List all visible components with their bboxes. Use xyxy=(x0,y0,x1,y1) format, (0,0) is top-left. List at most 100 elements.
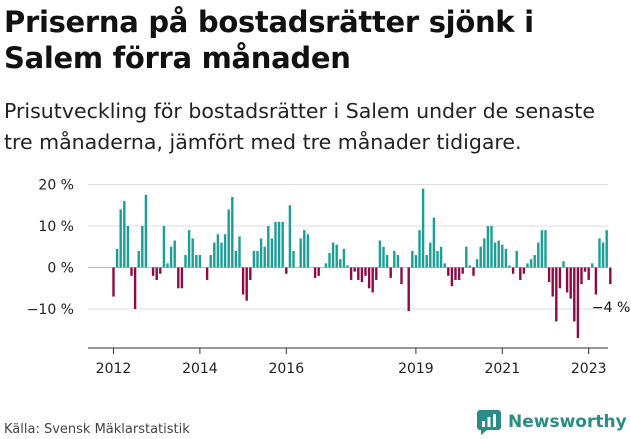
bar xyxy=(429,242,432,268)
bar xyxy=(205,267,209,280)
bar xyxy=(382,246,385,268)
bar xyxy=(331,242,335,268)
x-tick-label: 2021 xyxy=(484,361,520,377)
bar xyxy=(256,250,259,268)
bar xyxy=(504,248,508,268)
bar xyxy=(483,238,486,268)
bar xyxy=(364,267,367,276)
bar xyxy=(198,255,202,268)
bar xyxy=(418,230,421,268)
bar xyxy=(123,201,126,268)
bar xyxy=(598,238,601,268)
bar xyxy=(540,230,544,268)
bar xyxy=(609,267,612,285)
bar xyxy=(346,265,349,268)
bar xyxy=(558,267,562,289)
y-tick-label: −10 % xyxy=(27,302,74,318)
bar xyxy=(231,196,234,268)
bar xyxy=(450,267,454,287)
chart-subtitle: Prisutveckling för bostadsrätter i Salem… xyxy=(4,99,595,154)
bar xyxy=(119,209,122,268)
bar xyxy=(378,240,382,268)
bar xyxy=(281,221,284,268)
bar xyxy=(151,267,155,276)
x-tick-label: 2019 xyxy=(398,361,434,377)
bar xyxy=(317,267,320,276)
bar xyxy=(349,267,353,280)
y-tick-label: 0 % xyxy=(47,261,74,277)
bar xyxy=(288,205,292,268)
bar xyxy=(245,267,248,301)
bar xyxy=(457,267,461,280)
bar xyxy=(389,267,392,278)
x-tick-label: 2014 xyxy=(182,361,218,377)
bar xyxy=(565,267,569,293)
bar xyxy=(529,259,533,268)
bar xyxy=(195,255,198,268)
bar xyxy=(357,267,360,280)
bar xyxy=(187,230,191,268)
bar xyxy=(353,267,356,272)
bar xyxy=(562,261,565,268)
bar xyxy=(137,250,140,268)
y-tick-label: 20 % xyxy=(38,178,74,194)
bar xyxy=(580,267,583,285)
bar xyxy=(551,267,554,297)
bar xyxy=(227,209,230,268)
bar xyxy=(216,234,220,268)
last-value-label: −4 % xyxy=(592,300,630,316)
bar xyxy=(472,267,475,276)
bar xyxy=(126,226,130,268)
bar xyxy=(569,267,572,299)
brand-logo[interactable]: Newsworthy xyxy=(476,408,627,436)
bar xyxy=(342,248,346,268)
bar xyxy=(238,236,241,268)
bar-chart: 20 % 10 % 0 % −10 % 2012 2014 2016 2019 2021 2023… xyxy=(27,178,631,378)
bar xyxy=(594,267,598,295)
bar xyxy=(115,248,119,268)
bar xyxy=(220,242,223,268)
bar xyxy=(490,226,493,268)
bar xyxy=(497,240,500,268)
bar xyxy=(249,267,252,280)
bar xyxy=(522,267,526,274)
bar xyxy=(511,267,515,274)
bar xyxy=(184,255,187,268)
x-tick-label: 2023 xyxy=(571,361,607,377)
bar xyxy=(169,246,173,268)
bar xyxy=(447,267,450,276)
x-tick-label: 2012 xyxy=(96,361,132,377)
bar xyxy=(155,267,158,280)
bar xyxy=(299,238,302,268)
bar xyxy=(180,267,184,289)
bar xyxy=(223,234,227,268)
bar xyxy=(454,267,457,280)
chart-title: Priserna på bostadsrätter sjönk i Salem … xyxy=(4,5,534,75)
bar xyxy=(263,246,266,268)
bar xyxy=(234,250,238,268)
bar xyxy=(533,255,536,268)
bar xyxy=(267,226,270,268)
bar xyxy=(587,267,590,280)
bar xyxy=(144,194,148,268)
y-tick-label: 10 % xyxy=(38,219,74,235)
bar xyxy=(277,221,281,268)
bar xyxy=(274,221,277,268)
bar xyxy=(479,246,482,268)
bar xyxy=(252,250,256,268)
bar xyxy=(385,255,389,268)
bar xyxy=(393,250,396,268)
bar xyxy=(421,188,425,268)
bar xyxy=(576,267,580,339)
bar xyxy=(591,263,594,268)
bar xyxy=(292,250,295,268)
bar xyxy=(601,242,605,268)
bar xyxy=(371,267,374,293)
bar xyxy=(259,238,263,268)
bar xyxy=(270,238,274,268)
bar xyxy=(130,267,133,276)
bar xyxy=(360,267,364,283)
bar xyxy=(519,267,522,280)
bar xyxy=(375,267,378,280)
bar xyxy=(303,230,306,268)
